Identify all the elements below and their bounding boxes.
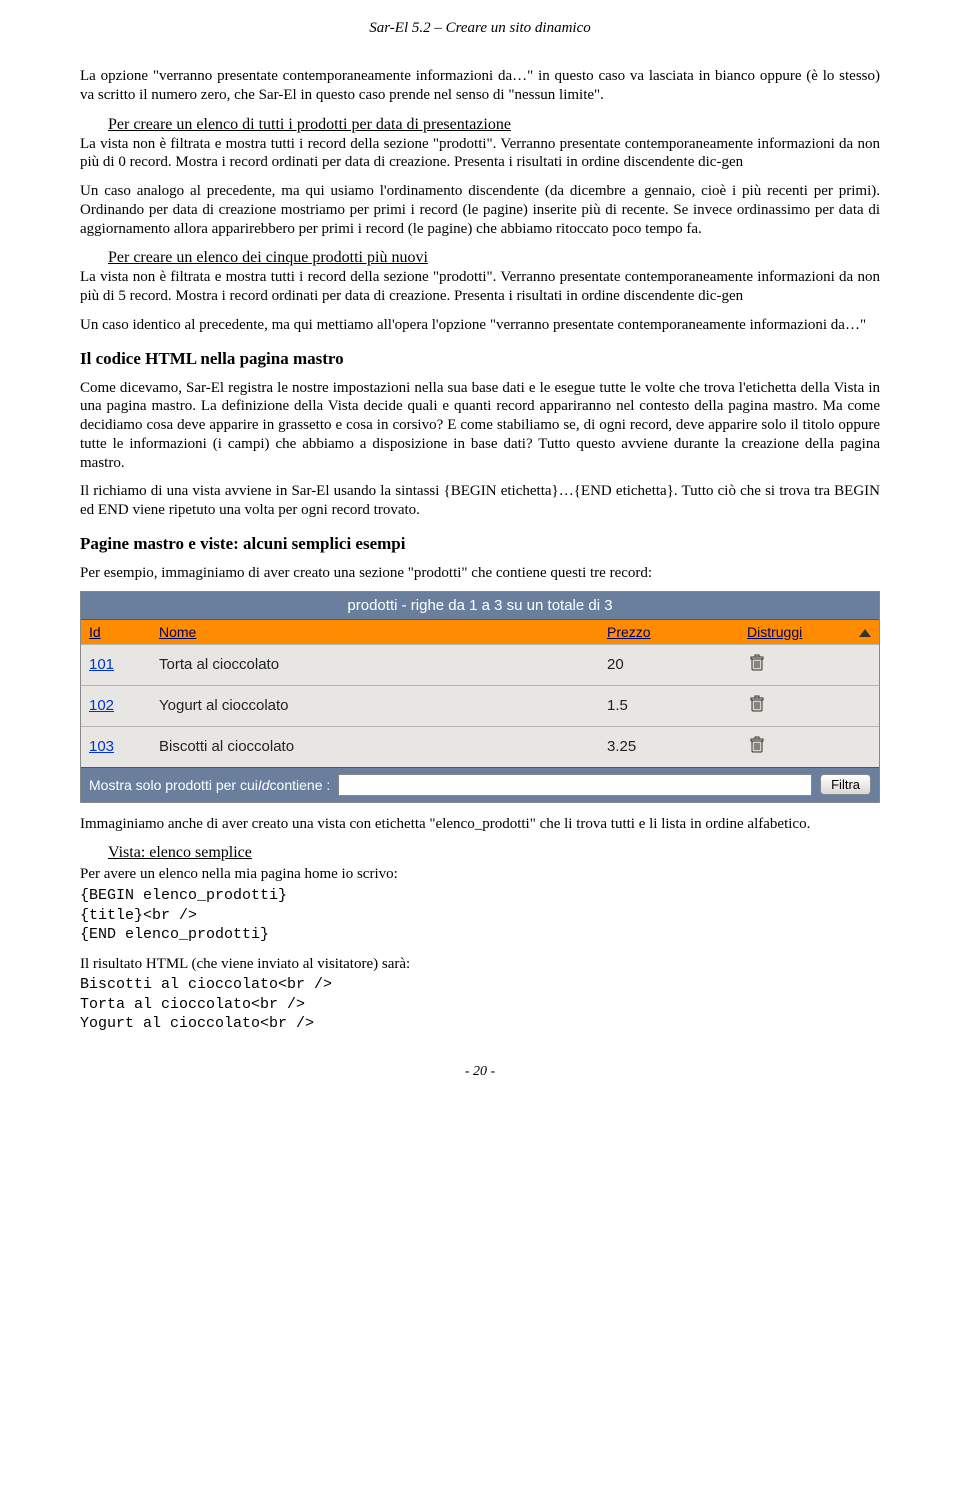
table-header-row: Id Nome Prezzo Distruggi	[81, 619, 879, 644]
row-id-link[interactable]: 101	[89, 656, 159, 673]
filter-field-name: Id	[258, 777, 270, 793]
products-table: prodotti - righe da 1 a 3 su un totale d…	[80, 591, 880, 803]
section-body: La vista non è filtrata e mostra tutti i…	[80, 269, 880, 304]
paragraph: Il risultato HTML (che viene inviato al …	[80, 955, 880, 974]
page-number: - 20 -	[80, 1064, 880, 1080]
column-header-distruggi: Distruggi	[747, 624, 847, 640]
section: Per creare un elenco dei cinque prodotti…	[80, 248, 880, 306]
heading: Pagine mastro e viste: alcuni semplici e…	[80, 534, 880, 554]
row-nome: Yogurt al cioccolato	[159, 697, 607, 714]
paragraph: La opzione "verranno presentate contempo…	[80, 67, 880, 105]
code-block: Biscotti al cioccolato<br /> Torta al ci…	[80, 975, 880, 1034]
table-row: 103 Biscotti al cioccolato 3.25	[81, 726, 879, 767]
table-row: 102 Yogurt al cioccolato 1.5	[81, 685, 879, 726]
paragraph: Immaginiamo anche di aver creato una vis…	[80, 815, 880, 834]
filter-label: Mostra solo prodotti per cui	[89, 777, 258, 793]
paragraph: Per avere un elenco nella mia pagina hom…	[80, 865, 880, 884]
paragraph: Il richiamo di una vista avviene in Sar-…	[80, 482, 880, 520]
paragraph: Un caso identico al precedente, ma qui m…	[80, 316, 880, 335]
row-id-link[interactable]: 102	[89, 697, 159, 714]
paragraph: Un caso analogo al precedente, ma qui us…	[80, 182, 880, 238]
trash-icon	[747, 735, 767, 755]
trash-icon	[747, 653, 767, 673]
document-header: Sar-El 5.2 – Creare un sito dinamico	[80, 20, 880, 37]
column-header-prezzo[interactable]: Prezzo	[607, 624, 747, 640]
filter-label: contiene :	[270, 777, 331, 793]
delete-button[interactable]	[747, 735, 847, 759]
section-title: Vista: elenco semplice	[108, 844, 252, 861]
filter-bar: Mostra solo prodotti per cui Id contiene…	[81, 767, 879, 802]
section: Vista: elenco semplice	[80, 843, 880, 863]
paragraph: Come dicevamo, Sar-El registra le nostre…	[80, 379, 880, 473]
sort-icon[interactable]	[847, 624, 871, 640]
section-body: La vista non è filtrata e mostra tutti i…	[80, 136, 880, 171]
row-prezzo: 3.25	[607, 738, 747, 755]
table-row: 101 Torta al cioccolato 20	[81, 644, 879, 685]
row-prezzo: 20	[607, 656, 747, 673]
paragraph: Per esempio, immaginiamo di aver creato …	[80, 564, 880, 583]
code-block: {BEGIN elenco_prodotti} {title}<br /> {E…	[80, 886, 880, 945]
row-prezzo: 1.5	[607, 697, 747, 714]
row-nome: Biscotti al cioccolato	[159, 738, 607, 755]
row-nome: Torta al cioccolato	[159, 656, 607, 673]
table-title: prodotti - righe da 1 a 3 su un totale d…	[81, 592, 879, 619]
delete-button[interactable]	[747, 694, 847, 718]
section: Per creare un elenco di tutti i prodotti…	[80, 115, 880, 173]
delete-button[interactable]	[747, 653, 847, 677]
column-header-nome[interactable]: Nome	[159, 624, 607, 640]
heading: Il codice HTML nella pagina mastro	[80, 349, 880, 369]
column-header-id[interactable]: Id	[89, 624, 159, 640]
row-id-link[interactable]: 103	[89, 738, 159, 755]
filter-button[interactable]: Filtra	[820, 774, 871, 795]
trash-icon	[747, 694, 767, 714]
filter-input[interactable]	[338, 774, 812, 796]
section-title: Per creare un elenco di tutti i prodotti…	[108, 116, 511, 133]
section-title: Per creare un elenco dei cinque prodotti…	[108, 249, 428, 266]
